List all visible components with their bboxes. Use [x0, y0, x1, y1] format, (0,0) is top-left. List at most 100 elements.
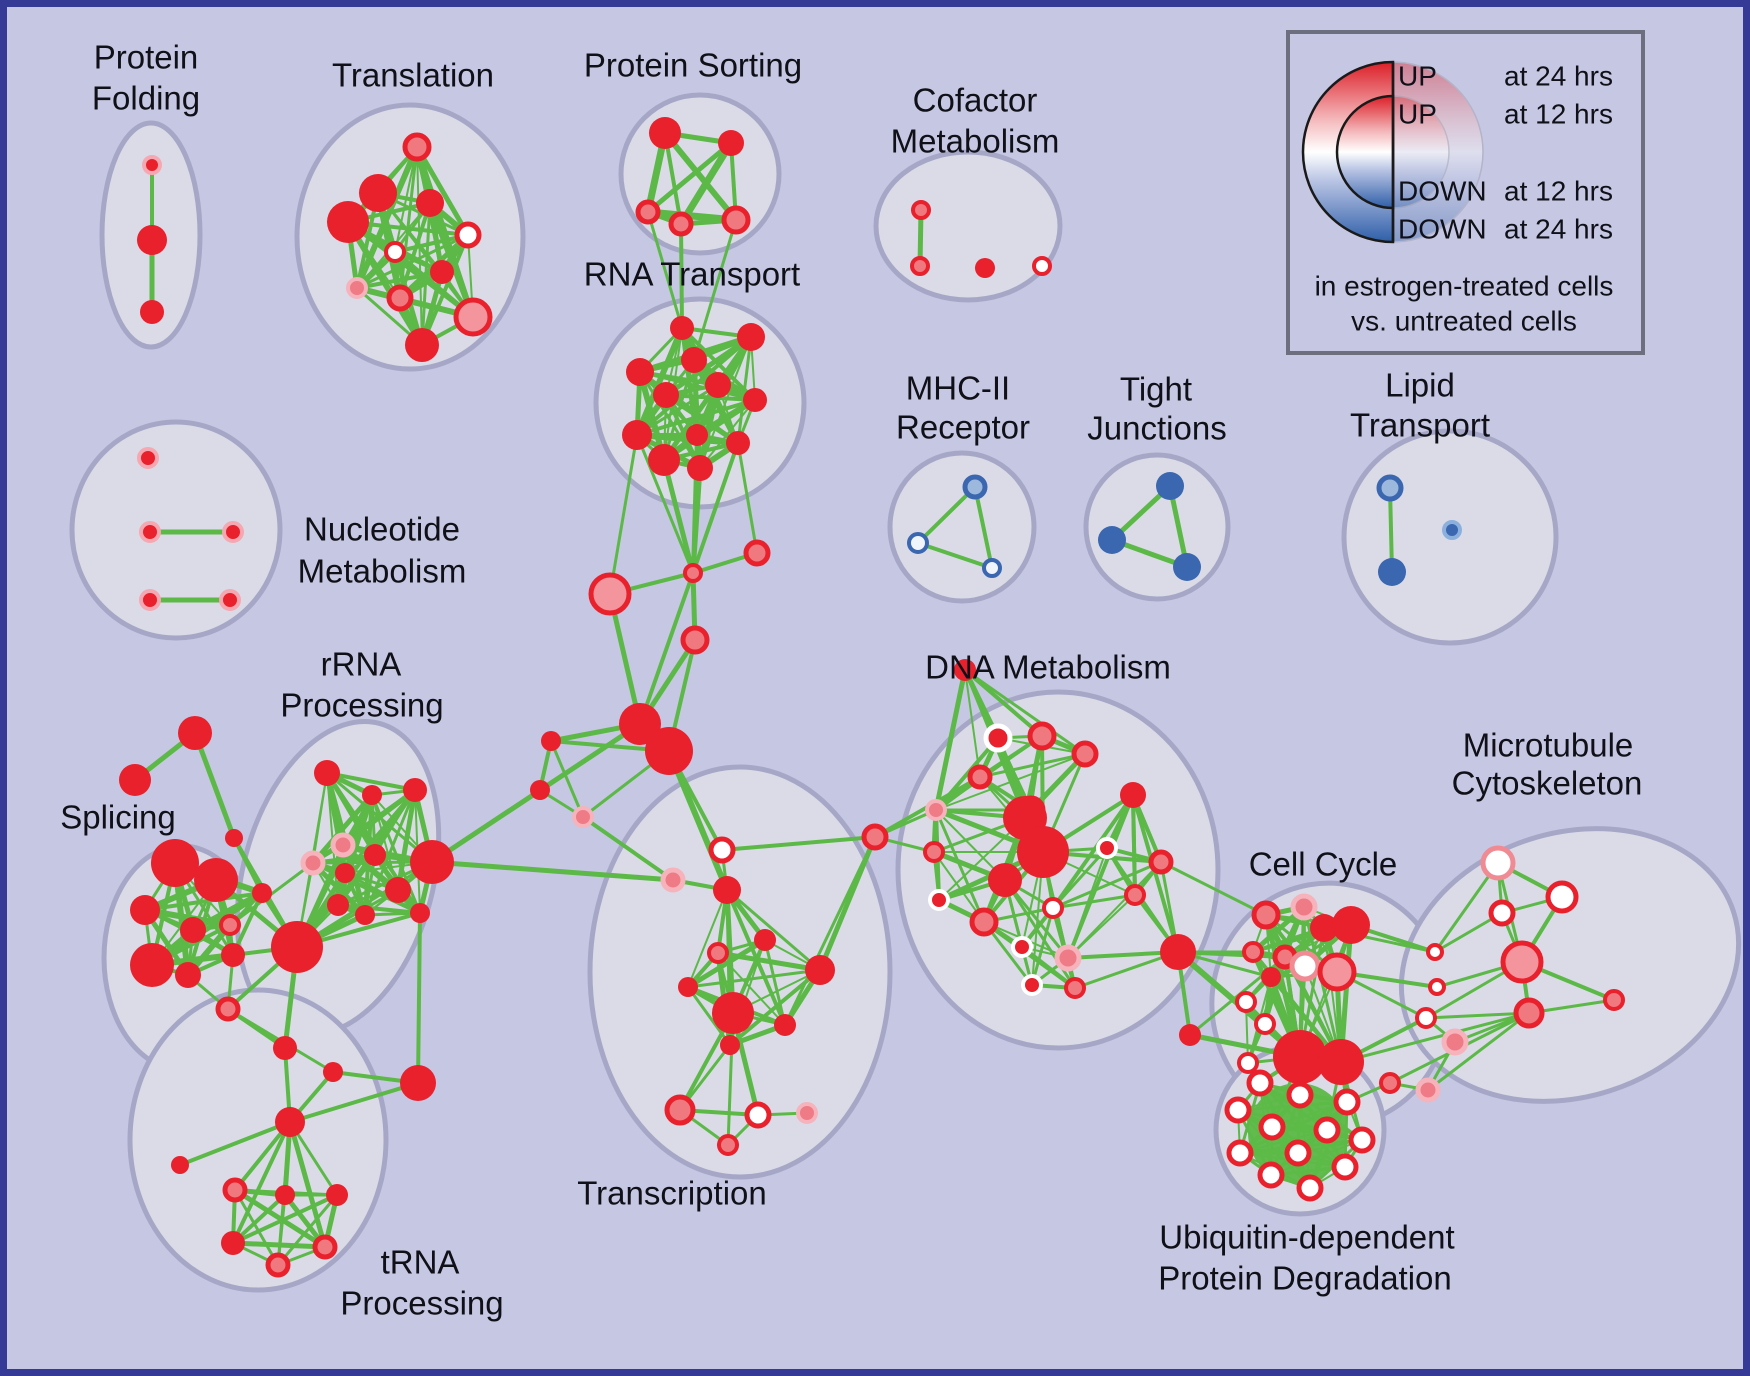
network-node	[1160, 934, 1196, 970]
network-edge	[395, 787, 418, 893]
network-edge	[686, 968, 822, 989]
network-edge	[717, 952, 786, 1026]
network-node	[215, 996, 241, 1022]
network-node	[410, 903, 430, 923]
network-node	[954, 659, 976, 681]
network-edge	[581, 815, 675, 882]
cluster-label-protein-folding: Folding	[92, 80, 200, 117]
network-node	[151, 839, 199, 887]
network-node	[252, 883, 272, 903]
cluster-label-rrna-processing: rRNA	[321, 646, 402, 683]
network-node	[137, 447, 159, 469]
legend-direction-3: DOWN	[1398, 213, 1487, 244]
network-node	[222, 521, 244, 543]
network-edge	[1426, 1011, 1531, 1092]
cluster-label-lipid-transport: Lipid	[1385, 367, 1455, 404]
network-node	[225, 829, 243, 847]
network-node	[1242, 941, 1264, 963]
network-node	[171, 1156, 189, 1174]
cluster-label-trna-processing: Processing	[340, 1285, 503, 1322]
network-edge	[1051, 860, 1163, 910]
network-node	[1500, 940, 1544, 984]
network-node	[982, 558, 1002, 578]
network-node	[1042, 897, 1064, 919]
network-edge	[414, 144, 471, 238]
network-node	[720, 1035, 740, 1055]
network-edge	[933, 667, 968, 813]
cluster-label-nucleotide-metabolism: Metabolism	[298, 553, 467, 590]
network-node	[1011, 936, 1033, 958]
network-node	[774, 1014, 796, 1036]
network-node	[1310, 914, 1338, 942]
network-node	[1442, 520, 1462, 540]
network-node	[1237, 1052, 1259, 1074]
legend-circle-12h	[1335, 94, 1395, 210]
network-node	[221, 1231, 245, 1255]
network-edge	[916, 541, 994, 570]
network-edge	[1020, 945, 1077, 990]
network-edge	[661, 457, 696, 576]
network-node	[402, 132, 432, 162]
network-node	[1318, 1039, 1364, 1085]
network-node	[1313, 1116, 1341, 1144]
network-node	[572, 806, 594, 828]
network-edge	[715, 950, 823, 973]
network-node	[1173, 553, 1201, 581]
network-node	[410, 840, 454, 884]
edge-density-blob	[1248, 1083, 1348, 1183]
network-node	[653, 382, 679, 408]
network-edge	[1030, 906, 1055, 987]
network-node	[1415, 1077, 1441, 1103]
network-edge	[311, 788, 417, 865]
network-node	[454, 221, 482, 249]
network-node	[907, 532, 929, 554]
network-node	[346, 277, 368, 299]
network-node	[1258, 1113, 1286, 1141]
network-edge	[420, 233, 470, 347]
network-nodes	[119, 117, 1625, 1278]
network-node	[180, 917, 206, 943]
network-node	[1332, 906, 1370, 944]
network-node	[219, 914, 241, 936]
network-node	[721, 205, 751, 235]
network-edge	[699, 399, 756, 469]
network-node	[265, 1252, 291, 1278]
network-node	[744, 1101, 772, 1129]
network-node	[1224, 1096, 1252, 1124]
network-node	[1296, 1174, 1324, 1202]
cluster-label-protein-sorting: Protein Sorting	[584, 47, 802, 84]
network-node	[645, 727, 693, 775]
network-edge	[646, 210, 684, 330]
legend-direction-2: DOWN	[1398, 175, 1487, 206]
network-node	[619, 703, 661, 745]
network-edge	[232, 1187, 328, 1250]
network-node	[668, 211, 694, 237]
network-edge	[398, 201, 432, 300]
network-edge	[763, 938, 787, 1027]
network-node	[1603, 989, 1625, 1011]
legend-caption-0: in estrogen-treated cells	[1315, 270, 1614, 301]
network-node	[1251, 900, 1281, 930]
network-node	[754, 929, 776, 951]
network-edge	[664, 393, 702, 470]
network-node	[530, 780, 550, 800]
network-node	[962, 474, 988, 500]
network-node	[219, 589, 241, 611]
network-edge	[726, 1011, 735, 1147]
network-edge	[276, 1193, 339, 1267]
network-node	[1064, 977, 1086, 999]
network-edge	[664, 393, 757, 402]
network-node	[1480, 845, 1516, 881]
network-edge	[963, 668, 1044, 738]
network-edge	[725, 888, 822, 972]
network-node	[275, 1107, 305, 1137]
network-edge	[233, 1188, 280, 1267]
network-edge	[1066, 793, 1135, 960]
network-node	[541, 731, 561, 751]
network-edge	[699, 336, 752, 469]
network-node	[1254, 1013, 1276, 1035]
network-node	[137, 225, 167, 255]
network-node	[1120, 782, 1146, 808]
network-edge	[934, 808, 986, 924]
